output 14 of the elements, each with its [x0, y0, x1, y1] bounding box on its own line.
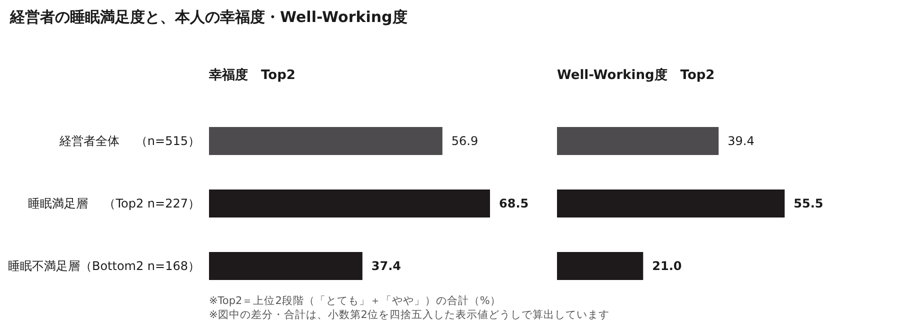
- text: ※図中の差分・合計は、小数第2位を四捨五入した表示値どうしで算出しています: [209, 308, 610, 321]
- data-label: 68.5: [499, 196, 529, 211]
- data-label: 21.0: [652, 259, 682, 274]
- data-label: 37.4: [371, 259, 402, 274]
- y-tick-label: 睡眠満足層 （Top2 n=227）: [28, 196, 200, 211]
- chart-subtitle: 幸福度 Top2: [208, 67, 296, 83]
- annotation: ※Top2＝上位2段階（「とても」＋「やや」）の合計（%）: [209, 294, 501, 307]
- data-label: 55.5: [794, 196, 824, 211]
- y-tick-label: 睡眠不満足層（Bottom2 n=168）: [8, 259, 200, 274]
- data-label: 56.9: [451, 134, 478, 148]
- y-tick-label: 経営者全体 （n=515）: [58, 134, 200, 148]
- chart-title: 経営者の睡眠満足度と、本人の幸福度・Well-Working度: [9, 8, 408, 26]
- data-label: 39.4: [728, 134, 754, 148]
- chart-subtitle: Well-Working度 Top2: [557, 67, 715, 83]
